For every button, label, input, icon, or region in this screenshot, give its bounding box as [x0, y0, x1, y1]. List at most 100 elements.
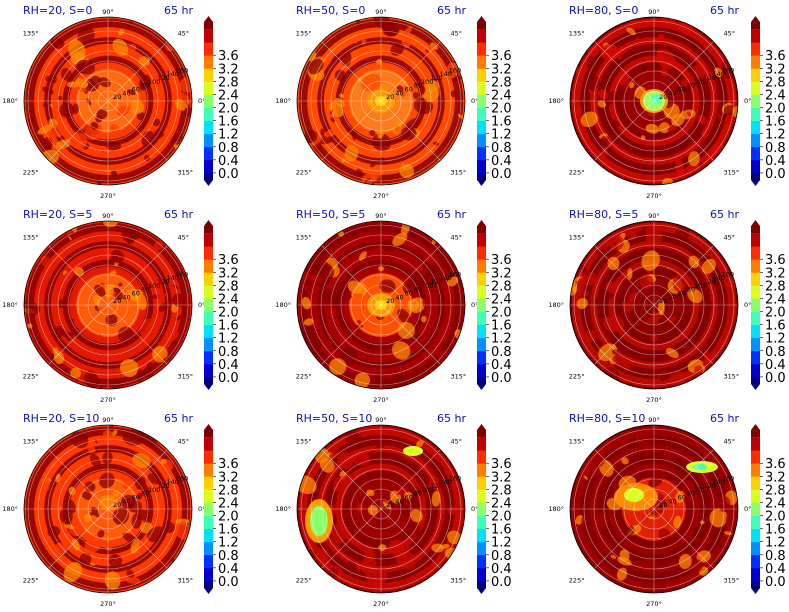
radial-tick-label: 20: [659, 93, 667, 101]
contour-blob: [612, 354, 628, 367]
colorbar-segment: [751, 567, 760, 582]
contour-blob: [122, 532, 138, 544]
contour-blob: [371, 133, 392, 152]
contour-blob: [424, 264, 444, 285]
contour-blob: [172, 293, 185, 307]
radial-tick-label: 60: [405, 86, 413, 94]
colorbar-tick-label: 0.0: [765, 371, 786, 386]
colorbar-tick-label: 2.0: [218, 306, 239, 321]
colorbar-segment: [751, 133, 760, 148]
colorbar-tick-label: 2.4: [218, 496, 239, 511]
contour-blob: [108, 554, 123, 568]
colorbar-tick-label: 1.2: [765, 536, 786, 551]
contour-blob: [356, 319, 362, 324]
panel-time: 65 hr: [437, 208, 466, 221]
angle-tick-label: 225°: [569, 373, 585, 381]
grid-spoke: [653, 245, 714, 306]
contour-blob: [100, 282, 105, 287]
colorbar-tick-label: 3.6: [491, 49, 512, 64]
grid-spoke: [321, 508, 382, 569]
colorbar-tick-label: 0.0: [218, 167, 239, 182]
contour-blob: [601, 44, 619, 62]
contour-blob: [404, 521, 421, 538]
contour-blob: [655, 157, 661, 162]
contour-blob: [656, 569, 662, 575]
angle-tick-label: 0°: [744, 301, 751, 309]
radial-tick-label: 80: [141, 286, 149, 294]
contour-blob: [392, 119, 403, 135]
radial-tick-label: 80: [687, 286, 695, 294]
contour-blob: [110, 249, 125, 264]
contour-blob: [447, 530, 462, 545]
contour-blob: [454, 513, 464, 525]
contour-blob: [367, 505, 378, 516]
grid-spoke: [594, 304, 655, 365]
radial-tick-label: 60: [678, 494, 686, 502]
contour-blob: [662, 177, 674, 185]
contour-blob: [146, 361, 153, 368]
radial-tick-label: 120: [430, 74, 442, 82]
radial-tick-label: 140: [439, 274, 451, 282]
colorbar-segment: [204, 489, 213, 503]
colorbar-segment: [204, 502, 213, 516]
colorbar-tick-label: 2.0: [765, 306, 786, 321]
colorbar-extend-bottom: [477, 172, 486, 186]
radial-tick-label: 60: [678, 290, 686, 298]
contour-blob: [725, 513, 731, 526]
contour-blob: [575, 277, 586, 292]
angle-tick-label: 180°: [548, 505, 564, 513]
angle-tick-label: 225°: [23, 169, 39, 177]
panel-title: RH=80, S=10: [569, 412, 645, 425]
contour-blob: [446, 62, 458, 79]
contour-blob: [634, 37, 640, 41]
angle-tick-label: 225°: [23, 373, 39, 381]
angle-tick-label: 135°: [569, 437, 585, 445]
angle-tick-label: 0°: [471, 301, 478, 309]
angle-tick-label: 45°: [451, 437, 463, 445]
contour-blob: [85, 82, 99, 92]
colorbar-segment: [204, 463, 213, 477]
contour-blob: [413, 91, 419, 99]
contour-blob: [694, 536, 700, 543]
contour-blob: [621, 457, 629, 465]
contour-blob: [423, 86, 440, 103]
radial-tick-label: 40: [668, 89, 676, 97]
colorbar-segment: [477, 233, 486, 247]
colorbar-tick-label: 1.2: [218, 536, 239, 551]
angle-tick-label: 90°: [375, 8, 387, 16]
colorbar-segment: [477, 81, 486, 95]
colorbar-tick-label: 2.8: [491, 279, 512, 294]
angle-tick-label: 45°: [724, 233, 736, 241]
contour-blob: [621, 448, 630, 453]
radial-tick-label: 40: [668, 497, 676, 505]
colorbar-extend-top: [204, 424, 213, 438]
contour-blob: [111, 429, 118, 436]
colorbar-tick-label: 0.4: [765, 154, 786, 169]
contour-blob: [99, 494, 119, 511]
colorbar-tick-label: 0.4: [491, 154, 512, 169]
colorbar-segment: [751, 324, 760, 339]
colorbar-tick-label: 3.6: [491, 457, 512, 472]
contour-blob: [331, 54, 341, 63]
contour-blob: [411, 371, 419, 378]
angle-tick-label: 135°: [296, 233, 312, 241]
colorbar-tick-label: 2.4: [218, 292, 239, 307]
colorbar-extend-top: [477, 16, 486, 30]
polar-frame: [296, 220, 466, 390]
contour-blob: [659, 317, 669, 327]
contour-blob: [369, 130, 376, 137]
contour-blob: [105, 233, 117, 242]
contour-blob: [69, 283, 74, 292]
contour-blob: [154, 454, 158, 460]
contour-blob: [718, 496, 731, 513]
grid-spoke: [380, 449, 441, 510]
grid-spoke: [653, 304, 714, 365]
radial-tick-label: 140: [439, 70, 451, 78]
angle-tick-label: 45°: [178, 29, 190, 37]
colorbar-tick-label: 0.0: [491, 167, 512, 182]
colorbar-segment: [477, 567, 486, 582]
contour-blob: [372, 548, 382, 557]
contour-blob: [152, 118, 161, 127]
colorbar-segment: [204, 437, 213, 451]
radial-tick-label: 20: [386, 93, 394, 101]
